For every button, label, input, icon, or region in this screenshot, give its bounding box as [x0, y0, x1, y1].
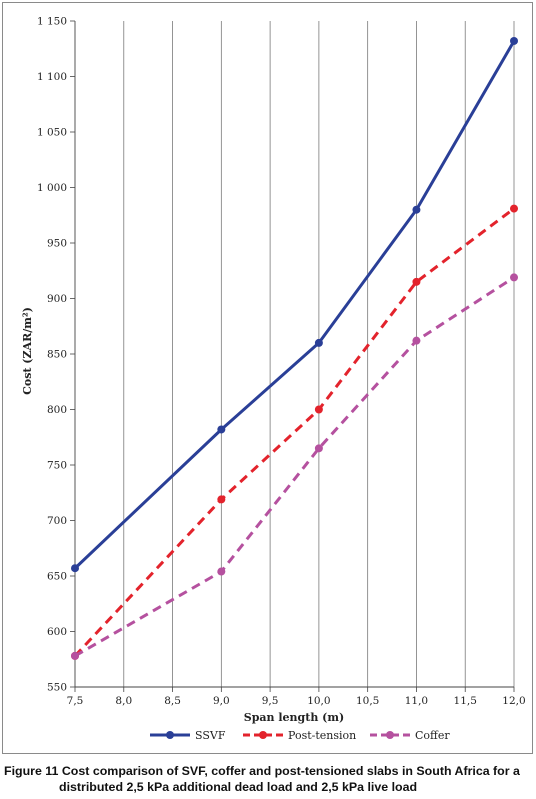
y-tick-label: 850	[47, 349, 67, 361]
caption-line-2: distributed 2,5 kPa additional dead load…	[59, 780, 418, 794]
x-tick-label: 11,5	[454, 695, 477, 707]
y-tick-label: 800	[47, 404, 67, 416]
figure-caption: Figure 11 Cost comparison of SVF, coffer…	[4, 763, 532, 795]
legend-label-coffer: Coffer	[415, 729, 450, 742]
x-tick-label: 7,5	[67, 695, 84, 707]
y-tick-label: 1 000	[37, 182, 67, 194]
series-markers	[71, 36, 518, 660]
data-point-ssvf	[71, 564, 79, 573]
y-tick-label: 700	[47, 515, 67, 527]
x-tick-label: 12,0	[502, 695, 525, 707]
data-point-ssvf	[412, 205, 421, 214]
caption-line-1: Cost comparison of SVF, coffer and post-…	[61, 764, 520, 778]
x-axis-title: Span length (m)	[244, 711, 344, 724]
y-tick-label: 1 050	[37, 127, 67, 139]
series-line-post-tension	[73, 207, 515, 657]
axes	[70, 20, 515, 692]
y-tick-labels: 550 600 650 700 750 800 850 900 950 1 000 1 050 1 1…	[37, 16, 67, 694]
line-chart: 7,5 8,0 8,5 9,0 9,5 10,0 10,5 11,0 11,5 12,0 550 6…	[21, 16, 526, 743]
data-point-ssvf	[314, 338, 323, 347]
figure-label: Figure 11	[4, 764, 59, 778]
y-tick-label: 650	[47, 571, 67, 583]
legend-label-post-tension: Post-tension	[288, 729, 356, 742]
data-point-coffer	[510, 273, 518, 282]
x-tick-label: 8,5	[164, 695, 181, 707]
legend-marker-ssvf	[166, 731, 174, 739]
data-point-post-tension	[412, 277, 421, 286]
y-tick-label: 550	[47, 682, 67, 694]
grid-lines	[123, 21, 515, 687]
x-tick-label: 8,0	[115, 695, 132, 707]
figure-frame	[2, 2, 533, 754]
y-tick-label: 900	[47, 293, 67, 305]
y-axis-title: Cost (ZAR/m²)	[21, 307, 34, 395]
data-point-coffer	[71, 651, 79, 660]
legend: SSVF Post-tension Coffer	[150, 729, 450, 742]
data-point-post-tension	[217, 495, 226, 504]
y-tick-label: 1 100	[37, 71, 67, 83]
legend-marker-coffer	[386, 731, 394, 739]
data-point-ssvf	[217, 425, 226, 434]
y-tick-label: 600	[47, 626, 67, 638]
series-lines	[73, 40, 516, 658]
series-line-ssvf	[73, 40, 516, 570]
y-tick-label: 950	[47, 238, 67, 250]
y-tick-label: 750	[47, 460, 67, 472]
legend-marker-post-tension	[259, 731, 267, 739]
x-tick-label: 9,5	[262, 695, 279, 707]
x-tick-label: 10,0	[307, 695, 330, 707]
series-line-coffer	[74, 276, 515, 658]
y-tick-label: 1 150	[37, 16, 67, 28]
x-tick-labels: 7,5 8,0 8,5 9,0 9,5 10,0 10,5 11,0 11,5 12,0	[67, 695, 526, 707]
x-tick-label: 11,0	[405, 695, 428, 707]
data-point-post-tension	[510, 204, 518, 213]
data-point-post-tension	[314, 405, 323, 414]
data-point-ssvf	[510, 36, 518, 45]
data-point-coffer	[412, 336, 421, 345]
data-point-coffer	[217, 567, 226, 576]
x-tick-label: 9,0	[213, 695, 230, 707]
data-point-coffer	[314, 444, 323, 453]
legend-label-ssvf: SSVF	[195, 729, 226, 742]
x-tick-label: 10,5	[356, 695, 379, 707]
